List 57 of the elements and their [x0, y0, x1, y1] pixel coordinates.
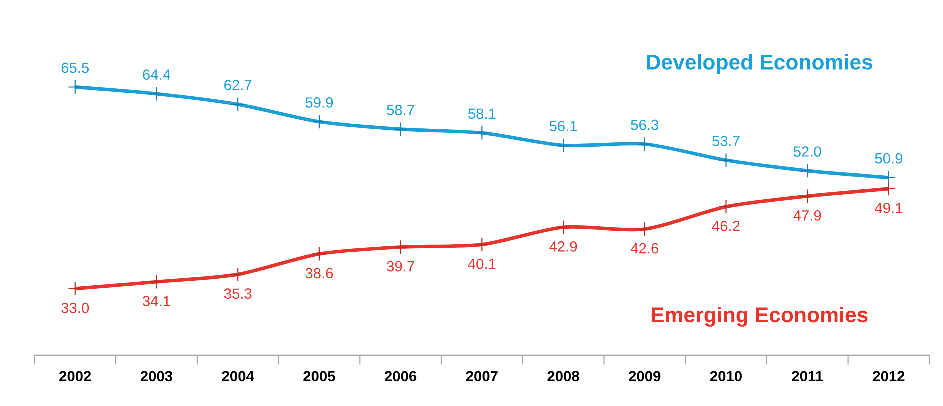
point [312, 246, 327, 262]
point [150, 86, 164, 102]
point [556, 220, 571, 235]
point [556, 138, 571, 153]
point [312, 114, 327, 130]
point [394, 240, 408, 254]
x-tick-label: 2004 [222, 371, 254, 382]
x-tick-label: 2002 [60, 371, 92, 382]
data-label: 39.7 [387, 261, 414, 272]
point [719, 153, 734, 168]
data-label: 47.9 [794, 210, 822, 221]
x-tick-label: 2011 [792, 371, 824, 382]
point [638, 137, 652, 152]
data-label: 40.1 [468, 258, 496, 270]
x-tick-label: 2010 [710, 371, 742, 382]
data-label: 42.9 [550, 241, 578, 252]
point [882, 182, 896, 196]
point [230, 267, 246, 282]
data-label: 49.1 [875, 202, 903, 214]
point [800, 189, 815, 204]
data-label: 50.9 [875, 153, 903, 164]
x-tick-label: 2007 [466, 371, 498, 382]
x-tick-label: 2005 [304, 371, 336, 382]
point [150, 274, 164, 290]
data-label: 52.0 [794, 146, 822, 157]
point [638, 222, 652, 236]
data-label: 38.6 [306, 268, 334, 279]
point [800, 164, 815, 178]
text: Emerging Economies [652, 306, 868, 327]
point [68, 282, 83, 296]
data-label: 62.7 [224, 80, 252, 90]
point [719, 200, 734, 214]
data-label: 65.5 [62, 62, 90, 74]
data-label: 56.3 [631, 120, 659, 130]
data-label: 56.1 [550, 121, 578, 132]
data-label: 35.3 [224, 288, 252, 299]
point [394, 122, 408, 137]
x-tick-label: 2003 [140, 371, 173, 382]
point [882, 170, 896, 185]
x-tick-label: 2006 [385, 371, 417, 382]
data-label: 64.4 [143, 70, 171, 80]
data-label: 58.7 [387, 104, 414, 116]
data-label: 46.2 [712, 220, 740, 232]
x-tick-label: 2008 [548, 371, 580, 382]
point [230, 97, 246, 112]
point [474, 126, 490, 140]
point [68, 80, 83, 94]
x-tick-label: 2012 [873, 371, 905, 382]
data-label: 42.6 [630, 243, 659, 254]
data-label: 33.0 [62, 302, 90, 314]
data-label: 34.1 [143, 296, 170, 306]
data-label: 58.1 [468, 108, 496, 120]
data-label: 59.9 [306, 97, 334, 108]
text: Developed Economies [647, 54, 873, 74]
point [474, 238, 490, 252]
data-label: 53.7 [712, 136, 740, 146]
x-tick-label: 2009 [629, 371, 661, 382]
